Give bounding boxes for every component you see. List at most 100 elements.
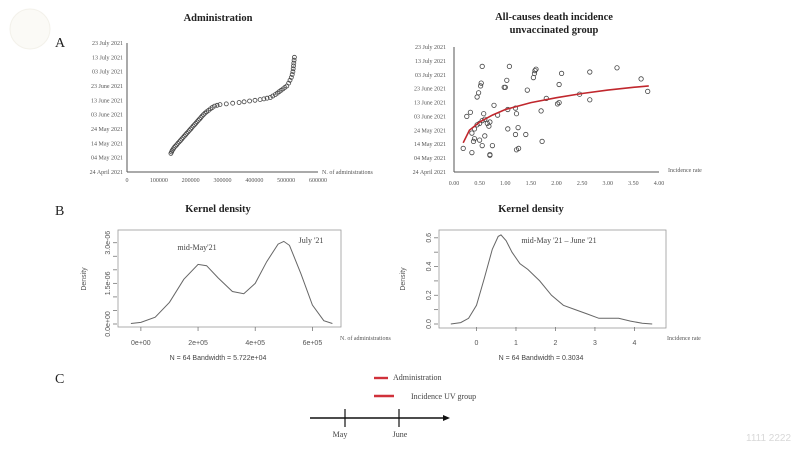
data-point [171,145,177,151]
y-tick-label: 04 May 2021 [414,156,446,162]
y-tick-label: 13 June 2021 [91,98,123,104]
timeline-label-june: June [393,430,408,439]
y-tick-label: 24 May 2021 [91,127,123,133]
y-tick-label: 03 July 2021 [415,73,446,79]
data-point [460,145,466,151]
x-axis-label: N. of administrations [322,169,373,176]
data-point [217,102,223,107]
administration-scatter-chart: Administration 24 April 2021 04 May 2021 1… [90,13,374,184]
data-point [587,97,593,103]
data-point [479,63,485,70]
data-point [638,76,644,82]
y-tick-label: 13 June 2021 [414,101,446,107]
data-point [241,99,247,105]
x-tick-label: 3 [593,340,597,347]
data-point [478,80,484,86]
data-point [214,102,220,108]
data-point [291,57,297,63]
data-point [195,118,201,123]
data-point [291,54,297,60]
data-point [290,66,296,72]
kde-administration-chart: Kernel density 0.0e+00 1.5e-06 3.0e-06 0e+… [81,204,391,362]
y-tick-label: 0.6 [426,233,433,243]
x-tick-label: 0 [475,340,479,347]
x-tick-label: 100000 [150,178,168,184]
data-point [475,90,482,96]
x-axis-label: N. of administrations [340,335,391,342]
y-tick-label: 23 June 2021 [91,84,123,90]
y-tick-label: 3.0e-06 [105,231,112,255]
data-point [176,139,182,145]
data-point [270,93,276,99]
y-tick-label: 0.2 [426,290,433,300]
legend-label-incidence: Incidence UV group [411,392,476,401]
x-axis-label: Incidence rate [667,336,701,342]
data-point [523,131,529,138]
data-point [533,66,539,72]
y-tick-label: 0.0e+00 [105,311,112,337]
data-point [482,116,488,122]
data-point [192,122,197,128]
data-point [288,75,294,80]
data-point [543,95,549,102]
annotation-period: mid-May '21 – June '21 [521,236,596,245]
data-point [645,88,651,95]
x-tick-label: 1 [514,340,518,347]
data-point [491,102,497,108]
y-tick-label: 24 April 2021 [413,170,446,176]
panel-label-b: B [55,204,64,219]
data-point [530,75,537,81]
data-point [467,109,473,115]
y-tick-label: 1.5e-06 [105,271,112,295]
data-point [188,126,194,132]
x-tick-label: 500000 [277,178,295,184]
watermark: 1111 2222 [746,433,791,444]
data-point [479,143,485,149]
decorative-circle [9,8,51,50]
annotation-july: July '21 [299,236,324,245]
x-tick-label: 0 [126,178,129,184]
y-tick-label: 24 May 2021 [414,128,446,134]
x-tick-label: 400000 [245,178,263,184]
chart-title: All-causes death incidence [495,12,613,23]
data-point [290,69,296,75]
x-tick-label: 300000 [214,178,232,184]
data-point [479,118,485,124]
panel-label-c: C [55,372,64,387]
data-point [291,60,297,66]
x-tick-label: 0.00 [449,181,460,187]
chart-title: Kernel density [498,204,564,215]
data-point [252,97,258,103]
trend-line [462,85,649,144]
data-point [558,70,565,77]
data-point [539,138,545,144]
y-tick-label: 04 May 2021 [91,156,123,162]
y-tick-label: 23 July 2021 [415,45,446,51]
x-tick-label: 0.50 [474,181,485,187]
y-tick-label: 23 July 2021 [92,41,123,47]
data-point [556,100,562,106]
data-point [614,65,620,71]
x-tick-label: 200000 [182,178,200,184]
data-point [484,120,490,127]
data-point [512,131,519,138]
data-point [199,113,205,119]
arrow-right-icon [443,415,450,421]
data-point [515,125,521,131]
legend-label-administration: Administration [393,373,441,382]
chart-footnote: N = 64 Bandwidth = 5.722e+04 [170,355,267,362]
data-point [291,63,296,69]
y-tick-label: 13 July 2021 [92,55,123,61]
data-point [194,119,200,125]
x-tick-label: 2 [554,340,558,347]
data-point [487,119,493,125]
data-point [471,136,478,142]
data-point [532,68,538,74]
x-tick-label: 4e+05 [245,340,265,347]
y-tick-label: 03 June 2021 [414,114,446,120]
y-tick-label: 03 June 2021 [91,113,123,119]
data-point [515,145,522,151]
x-tick-label: 2.50 [577,181,588,187]
data-point [287,77,293,83]
